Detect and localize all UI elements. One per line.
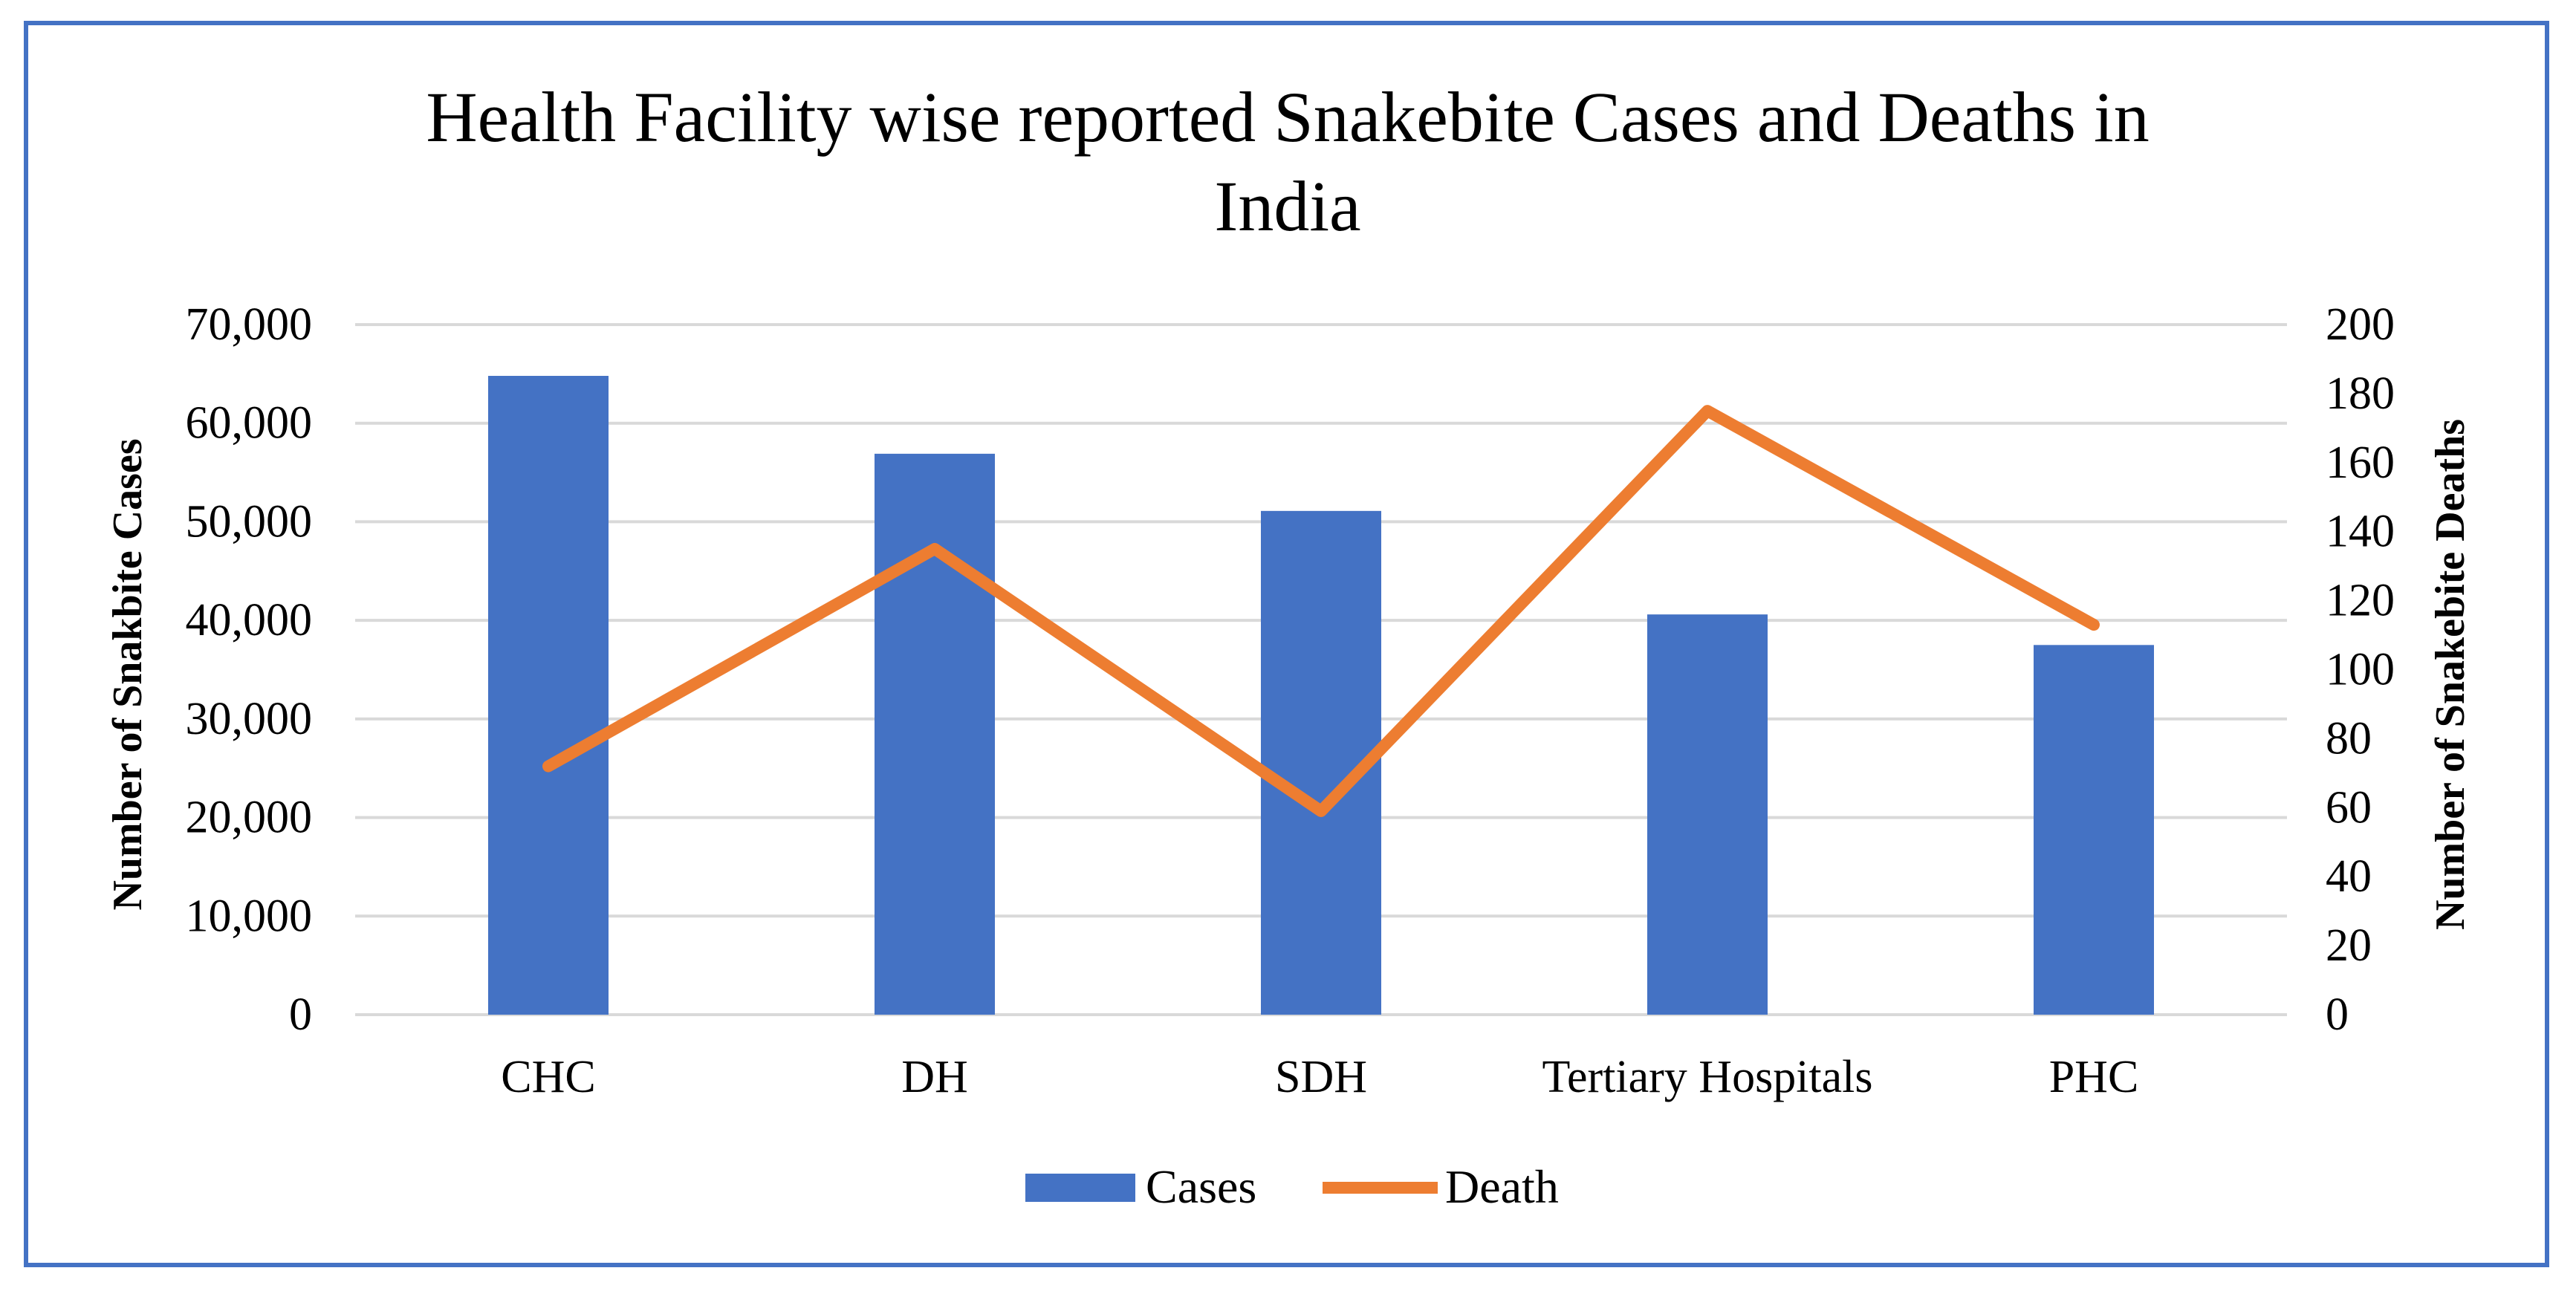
y-left-tick-label: 10,000 — [186, 891, 313, 941]
x-category-label: SDH — [1275, 1052, 1367, 1102]
bar-cases — [875, 453, 995, 1015]
y-right-tick-label: 100 — [2326, 645, 2395, 695]
y-right-tick-label: 60 — [2326, 782, 2372, 833]
y-axis-right-label: Number of Snakebite Deaths — [2427, 419, 2473, 930]
y-left-tick-label: 20,000 — [186, 793, 313, 843]
x-category-label: CHC — [501, 1052, 595, 1102]
y-right-tick-label: 40 — [2326, 851, 2372, 902]
x-category-label: Tertiary Hospitals — [1542, 1052, 1872, 1102]
bar-cases — [488, 376, 609, 1015]
x-category-label: PHC — [2049, 1052, 2139, 1102]
y-right-tick-label: 120 — [2326, 576, 2395, 626]
legend-label-death: Death — [1445, 1160, 1559, 1213]
x-category-label: DH — [901, 1052, 968, 1102]
y-right-tick-label: 180 — [2326, 368, 2395, 419]
chart-title-line-1: Health Facility wise reported Snakebite … — [426, 77, 2149, 157]
y-left-tick-label: 70,000 — [186, 299, 313, 350]
y-left-tick-label: 30,000 — [186, 694, 313, 744]
y-left-tick-label: 40,000 — [186, 595, 313, 646]
y-right-tick-label: 140 — [2326, 507, 2395, 557]
y-left-tick-label: 0 — [289, 989, 312, 1040]
y-right-tick-label: 80 — [2326, 713, 2372, 764]
y-right-tick-label: 160 — [2326, 438, 2395, 488]
legend-swatch-cases — [1025, 1174, 1135, 1202]
y-right-tick-label: 20 — [2326, 920, 2372, 971]
y-left-tick-label: 50,000 — [186, 496, 313, 547]
legend: Cases Death — [1025, 1160, 1559, 1213]
y-left-tick-label: 60,000 — [186, 398, 313, 449]
y-right-tick-label: 200 — [2326, 299, 2395, 350]
legend-label-cases: Cases — [1146, 1160, 1256, 1213]
y-right-tick-label: 0 — [2326, 989, 2349, 1040]
y-axis-left-label: Number of Snakbite Cases — [105, 438, 151, 910]
bar-cases — [1647, 614, 1768, 1015]
bar-cases — [2034, 645, 2154, 1015]
chart-title-line-2: India — [1214, 166, 1360, 246]
